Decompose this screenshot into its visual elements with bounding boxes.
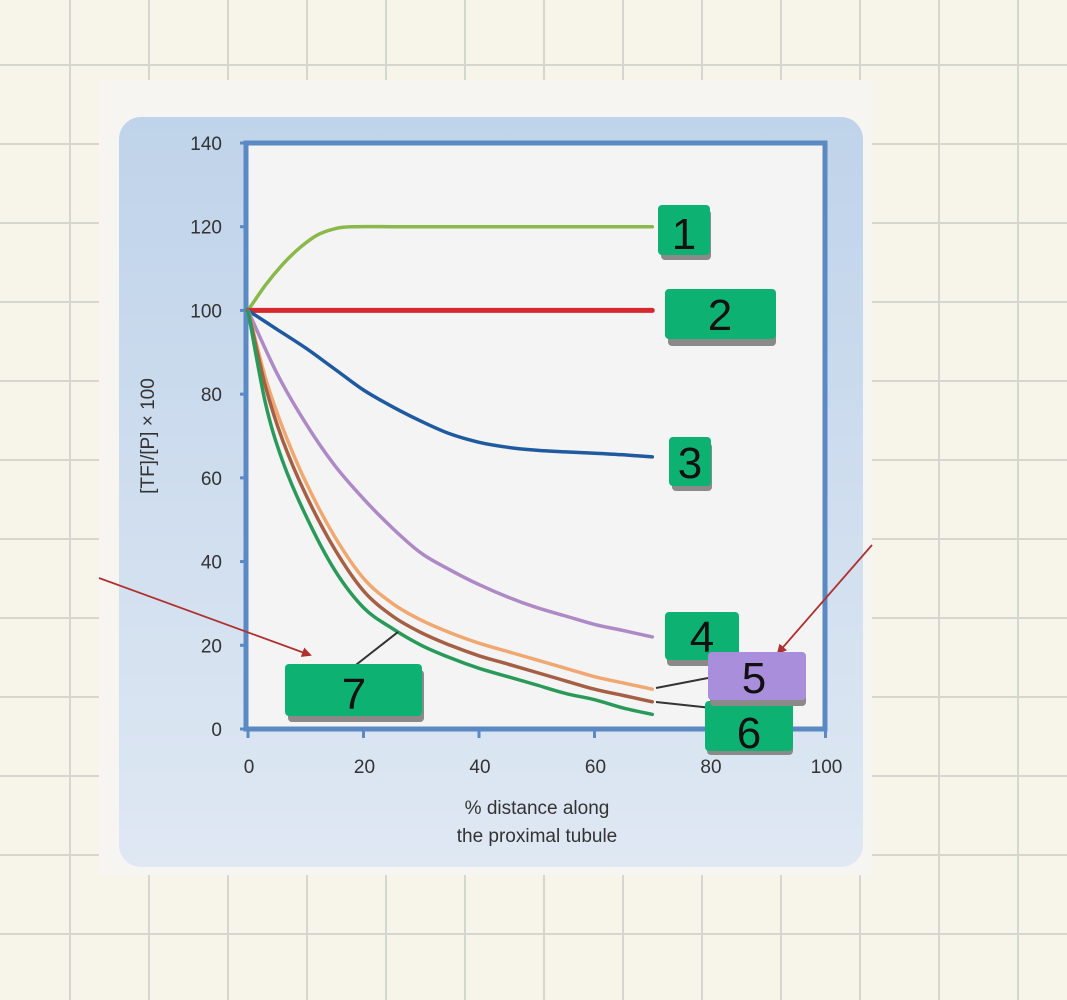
y-axis-ticks: 0 20 40 60 80 100 120 140 xyxy=(190,134,248,741)
y-tick-label: 60 xyxy=(201,469,222,490)
label-6-text: 6 xyxy=(737,709,761,758)
x-tick-label: 80 xyxy=(700,757,721,778)
x-tick-label: 20 xyxy=(354,757,375,778)
series-line-5 xyxy=(246,308,655,691)
x-tick-label: 0 xyxy=(244,757,255,778)
series-line-3 xyxy=(246,308,655,459)
label-1-text: 1 xyxy=(672,210,696,259)
series-line-1 xyxy=(246,224,655,313)
leader-line-5 xyxy=(655,677,709,689)
series-layer xyxy=(245,224,655,717)
y-tick-label: 80 xyxy=(201,385,222,406)
y-tick-label: 20 xyxy=(201,636,222,657)
label-3[interactable]: 3 xyxy=(669,437,712,491)
label-2[interactable]: 2 xyxy=(665,289,776,346)
series-line-6 xyxy=(246,308,655,704)
label-6[interactable]: 6 xyxy=(705,701,793,758)
label-3-text: 3 xyxy=(678,439,702,488)
label-5-text: 5 xyxy=(742,654,766,703)
x-axis-title-line2: the proximal tubule xyxy=(457,826,618,847)
x-tick-label: 60 xyxy=(585,757,606,778)
series-line-4 xyxy=(246,308,655,639)
leader-line-6 xyxy=(655,701,713,709)
arrow-right xyxy=(776,544,873,655)
y-tick-label: 100 xyxy=(190,301,222,322)
label-2-text: 2 xyxy=(708,291,732,340)
leader-line-7 xyxy=(351,631,399,669)
label-1[interactable]: 1 xyxy=(658,205,711,260)
y-tick-label: 0 xyxy=(211,720,222,741)
arrow-left xyxy=(98,577,312,657)
y-axis-title: [TF]/[P] × 100 xyxy=(138,378,159,494)
x-axis-title-line1: % distance along xyxy=(465,798,610,819)
series-line-7 xyxy=(246,308,655,717)
label-5[interactable]: 5 xyxy=(708,652,806,706)
y-tick-label: 40 xyxy=(201,553,222,574)
x-tick-label: 100 xyxy=(811,757,843,778)
y-tick-label: 140 xyxy=(190,134,222,155)
label-7[interactable]: 7 xyxy=(285,664,424,722)
label-7-text: 7 xyxy=(342,670,366,719)
x-tick-label: 40 xyxy=(469,757,490,778)
y-tick-label: 120 xyxy=(190,218,222,239)
